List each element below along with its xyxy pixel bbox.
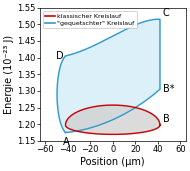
Text: C: C — [162, 8, 169, 18]
Polygon shape — [57, 19, 160, 133]
X-axis label: Position (μm): Position (μm) — [80, 157, 145, 167]
Y-axis label: Energie (10⁻²³ J): Energie (10⁻²³ J) — [4, 35, 14, 114]
Text: B*: B* — [163, 84, 175, 94]
Text: A: A — [63, 137, 70, 147]
Text: B: B — [163, 114, 170, 124]
Text: D: D — [56, 51, 63, 61]
Polygon shape — [66, 105, 160, 134]
Legend: klassischer Kreislauf, "gequetschter" Kreislauf: klassischer Kreislauf, "gequetschter" Kr… — [43, 11, 137, 29]
